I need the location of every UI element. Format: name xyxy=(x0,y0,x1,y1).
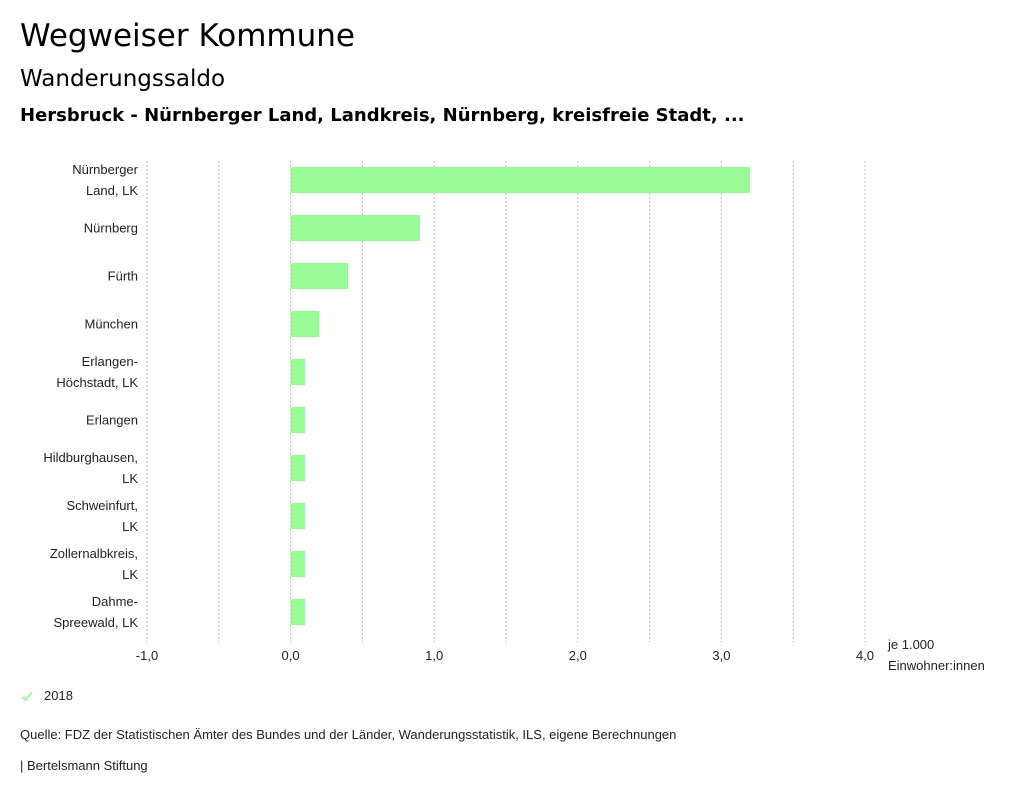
bar[interactable] xyxy=(290,455,305,481)
category-label: LK xyxy=(122,471,138,486)
bar[interactable] xyxy=(290,359,305,385)
category-label: Nürnberg xyxy=(84,221,138,236)
source-note: Quelle: FDZ der Statistischen Ämter des … xyxy=(20,727,677,742)
category-label: Land, LK xyxy=(86,183,138,198)
bar-chart: Nürnberger Land, LK Nürnberg Fürth München Er… xyxy=(43,161,985,670)
bar[interactable] xyxy=(290,599,305,625)
bar[interactable] xyxy=(290,503,305,529)
tick-label: 1,0 xyxy=(425,648,443,663)
category-label: Zollernalbkreis, xyxy=(50,546,138,561)
category-label: LK xyxy=(122,567,138,582)
axis-unit-label: Einwohner:innen xyxy=(888,658,985,670)
checkmark-icon xyxy=(21,691,33,701)
tick-label: 3,0 xyxy=(712,648,730,663)
category-label: München xyxy=(85,317,138,332)
tick-label: 0,0 xyxy=(282,648,300,663)
bar[interactable] xyxy=(290,311,320,337)
category-label: Höchstadt, LK xyxy=(56,375,138,390)
category-label: LK xyxy=(122,519,138,534)
region-selection[interactable]: Hersbruck - Nürnberger Land, Landkreis, … xyxy=(20,105,745,126)
bar[interactable] xyxy=(290,407,305,433)
category-label: Fürth xyxy=(108,269,138,284)
legend-label: 2018 xyxy=(44,688,73,703)
page-title: Wegweiser Kommune xyxy=(20,18,355,54)
category-label: Spreewald, LK xyxy=(53,615,138,630)
tick-label: 2,0 xyxy=(569,648,587,663)
chart-subtitle: Wanderungssaldo xyxy=(20,66,226,92)
category-label: Erlangen xyxy=(86,413,138,428)
bar[interactable] xyxy=(290,215,420,241)
tick-label: -1,0 xyxy=(136,648,158,663)
category-label: Nürnberger xyxy=(72,162,138,177)
category-label: Hildburghausen, xyxy=(43,450,138,465)
axis-unit-label: je 1.000 xyxy=(887,637,934,652)
category-label: Dahme- xyxy=(92,594,138,609)
bar[interactable] xyxy=(290,167,751,193)
category-label: Schweinfurt, xyxy=(66,498,138,513)
legend[interactable]: 2018 xyxy=(20,688,73,703)
tick-label: 4,0 xyxy=(856,648,874,663)
bar[interactable] xyxy=(290,551,305,577)
bar[interactable] xyxy=(290,263,349,289)
category-label: Erlangen- xyxy=(82,354,138,369)
brand-note: | Bertelsmann Stiftung xyxy=(20,758,148,773)
